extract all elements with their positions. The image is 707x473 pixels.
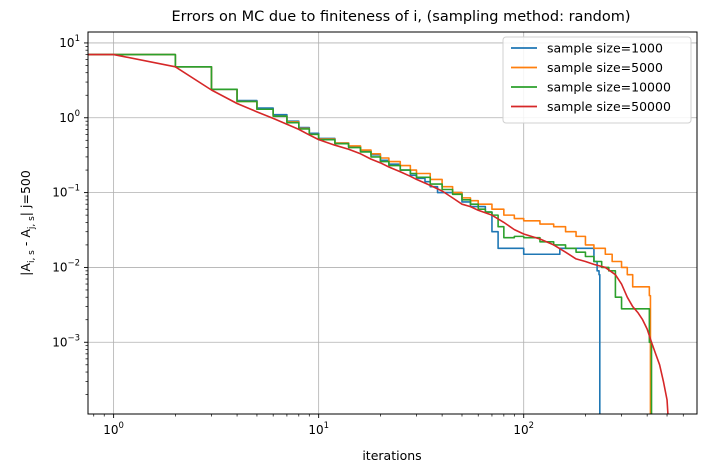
- x-axis-label: iterations: [362, 448, 421, 463]
- legend-entry: sample size=50000: [547, 99, 671, 114]
- legend-box: [502, 36, 692, 124]
- ticks: 100 101 102 10−3 10−2 10−1 100 101: [52, 34, 684, 437]
- series-layer: [88, 53, 669, 414]
- y-axis-label: |Ai, s - Aj, s| j=500: [18, 170, 37, 276]
- legend: sample size=1000 sample size=5000 sample s…: [502, 36, 692, 124]
- x-tick-label: 101: [308, 421, 329, 437]
- y-tick-label: 10−3: [52, 333, 80, 349]
- y-tick-label: 100: [59, 109, 80, 125]
- legend-entry: sample size=10000: [547, 80, 671, 95]
- legend-entry: sample size=1000: [547, 41, 663, 56]
- chart-title: Errors on MC due to finiteness of i, (sa…: [171, 9, 630, 25]
- series-line-3: [88, 53, 653, 414]
- y-tick-label: 101: [59, 34, 80, 50]
- x-tick-label: 102: [513, 421, 534, 437]
- y-tick-label: 10−2: [52, 258, 80, 274]
- y-tick-label: 10−1: [52, 184, 80, 200]
- series-line-4: [88, 53, 669, 414]
- x-tick-label: 100: [103, 421, 124, 437]
- series-line-1: [88, 53, 601, 414]
- legend-entry: sample size=5000: [547, 60, 663, 75]
- plot-frame: [87, 31, 698, 415]
